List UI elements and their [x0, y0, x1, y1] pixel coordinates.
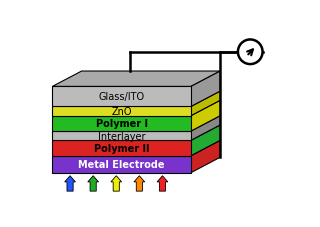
- Text: Metal Electrode: Metal Electrode: [78, 160, 165, 169]
- FancyArrow shape: [134, 176, 145, 191]
- Text: Glass/ITO: Glass/ITO: [99, 92, 145, 102]
- Polygon shape: [191, 92, 220, 116]
- Text: Polymer I: Polymer I: [96, 119, 148, 129]
- Polygon shape: [52, 131, 191, 141]
- Polygon shape: [191, 72, 220, 107]
- Polygon shape: [52, 116, 220, 131]
- Polygon shape: [52, 92, 220, 107]
- Polygon shape: [191, 116, 220, 141]
- Text: Interlayer: Interlayer: [98, 131, 145, 141]
- Text: ZnO: ZnO: [111, 107, 132, 116]
- Text: Polymer II: Polymer II: [94, 143, 149, 153]
- Polygon shape: [52, 101, 220, 116]
- Polygon shape: [191, 101, 220, 131]
- Polygon shape: [52, 107, 191, 116]
- Polygon shape: [52, 72, 220, 87]
- FancyArrow shape: [88, 176, 99, 191]
- Polygon shape: [191, 141, 220, 173]
- Polygon shape: [52, 156, 191, 173]
- Polygon shape: [52, 141, 220, 156]
- FancyArrow shape: [65, 176, 76, 191]
- Polygon shape: [52, 116, 191, 131]
- Polygon shape: [52, 141, 191, 156]
- Polygon shape: [52, 87, 191, 107]
- FancyArrow shape: [111, 176, 122, 191]
- Circle shape: [238, 40, 262, 65]
- Polygon shape: [52, 125, 220, 141]
- FancyArrow shape: [157, 176, 168, 191]
- Polygon shape: [191, 125, 220, 156]
